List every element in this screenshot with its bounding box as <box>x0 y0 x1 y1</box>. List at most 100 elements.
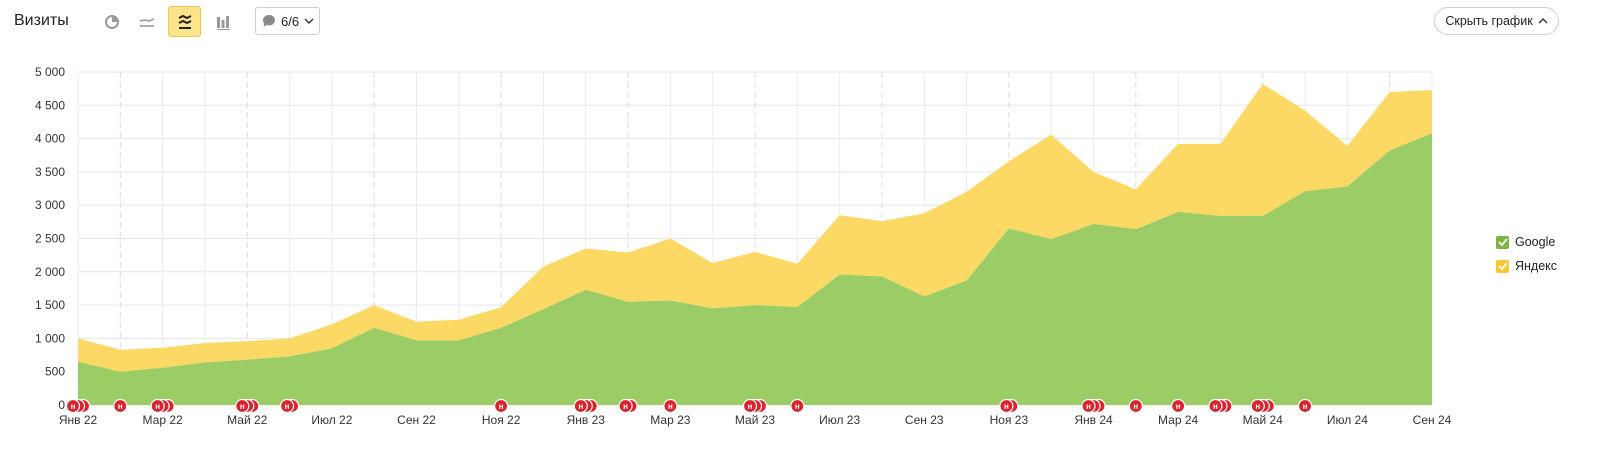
note-marker[interactable]: н <box>1081 398 1106 414</box>
note-marker-label: н <box>118 402 123 411</box>
note-marker-label: н <box>623 402 628 411</box>
x-tick-label: Янв 22 <box>59 413 98 427</box>
note-marker-icon <box>65 398 81 414</box>
note-marker[interactable]: н <box>999 398 1019 414</box>
note-marker[interactable]: н <box>663 398 678 414</box>
note-marker[interactable]: н <box>1171 398 1186 414</box>
x-tick-label: Июл 23 <box>819 413 860 427</box>
note-marker-label: н <box>1133 402 1138 411</box>
line-chart-button[interactable] <box>130 6 163 37</box>
y-tick-label: 3 000 <box>35 198 65 212</box>
stacked-area-icon <box>178 14 191 29</box>
x-tick-label: Июл 24 <box>1327 413 1368 427</box>
chart-toolbar: Визиты 6/6 <box>0 0 1598 44</box>
y-tick-label: 500 <box>45 365 65 379</box>
checkbox-icon <box>1496 235 1509 249</box>
y-tick-label: 5 000 <box>35 65 65 79</box>
comment-icon <box>263 15 275 27</box>
note-marker-icon <box>494 398 509 414</box>
hide-chart-label: Скрыть график <box>1445 14 1533 28</box>
note-marker-icon <box>1297 398 1313 414</box>
note-marker[interactable]: н <box>1297 398 1313 414</box>
note-marker-label: н <box>240 402 245 411</box>
note-marker[interactable]: н <box>618 398 638 414</box>
y-tick-label: 1 500 <box>35 298 65 312</box>
legend-label-yandex: Яндекс <box>1515 259 1558 273</box>
x-tick-label: Мар 22 <box>143 413 183 427</box>
series-area-google <box>78 133 1432 405</box>
line-chart-icon <box>139 17 154 27</box>
note-marker[interactable]: н <box>235 398 260 414</box>
chevron-down-icon <box>304 18 314 24</box>
x-tick-label: Ноя 23 <box>990 413 1029 427</box>
stacked-area-button[interactable] <box>168 6 201 37</box>
notes-filter-button[interactable]: 6/6 <box>255 7 320 35</box>
x-tick-label: Мар 23 <box>650 413 690 427</box>
note-marker-icon <box>1081 398 1096 414</box>
note-marker-icon <box>790 398 805 414</box>
legend-label-google: Google <box>1515 235 1556 249</box>
note-marker-icon <box>1171 398 1186 414</box>
note-marker-icon <box>1250 398 1265 414</box>
note-marker[interactable]: н <box>113 398 128 414</box>
note-marker-icon <box>1128 398 1143 414</box>
note-marker[interactable]: н <box>790 398 805 414</box>
note-marker-icon <box>573 398 588 414</box>
bar-chart-icon <box>216 15 230 30</box>
note-marker-label: н <box>1255 402 1260 411</box>
note-marker[interactable]: н <box>65 398 91 414</box>
note-marker-icon <box>618 398 633 414</box>
note-marker[interactable]: н <box>494 398 509 414</box>
note-marker-icon <box>113 398 128 414</box>
note-marker-label: н <box>1176 402 1181 411</box>
x-tick-label: Ноя 22 <box>482 413 521 427</box>
note-marker-label: н <box>795 402 800 411</box>
x-tick-label: Сен 23 <box>905 413 944 427</box>
bar-chart-button[interactable] <box>207 6 240 37</box>
legend-item-yandex[interactable]: Яндекс <box>1496 254 1557 278</box>
y-tick-label: 3 500 <box>35 165 65 179</box>
note-marker-label: н <box>155 402 160 411</box>
x-tick-label: Май 22 <box>227 413 268 427</box>
pie-chart-button[interactable] <box>95 6 128 37</box>
note-marker-label: н <box>499 402 504 411</box>
note-marker[interactable]: н <box>573 398 598 414</box>
note-marker[interactable]: н <box>279 398 300 414</box>
note-marker[interactable]: н <box>1128 398 1143 414</box>
y-tick-label: 1 000 <box>35 331 65 345</box>
y-tick-label: 0 <box>58 398 65 412</box>
note-marker-icon <box>999 398 1014 414</box>
chart-legend: Google Яндекс <box>1496 230 1557 278</box>
x-tick-label: Сен 24 <box>1413 413 1452 427</box>
note-marker-label: н <box>578 402 583 411</box>
x-tick-label: Мар 24 <box>1158 413 1198 427</box>
y-tick-label: 4 000 <box>35 132 65 146</box>
chevron-up-icon <box>1538 18 1548 24</box>
x-tick-label: Сен 22 <box>397 413 436 427</box>
y-tick-label: 4 500 <box>35 98 65 112</box>
notes-count: 6/6 <box>281 13 300 29</box>
series-area-yandex <box>78 83 1432 372</box>
note-marker-label: н <box>1303 402 1308 411</box>
note-marker[interactable]: н <box>150 398 175 414</box>
hide-chart-button[interactable]: Скрыть график <box>1434 7 1559 35</box>
note-marker[interactable]: н <box>1250 398 1275 414</box>
note-marker[interactable]: н <box>742 398 768 414</box>
checkbox-icon <box>1496 259 1509 273</box>
y-tick-label: 2 500 <box>35 232 65 246</box>
stacked-area-chart: 0 500 1 000 1 500 2 000 2 500 3 000 3 500 4 000 4… <box>35 65 1452 427</box>
x-tick-label: Янв 23 <box>567 413 606 427</box>
note-marker-icon <box>279 398 295 414</box>
legend-item-google[interactable]: Google <box>1496 230 1557 254</box>
chart-title: Визиты <box>14 12 69 29</box>
note-marker-icon <box>742 398 758 414</box>
note-marker[interactable]: н <box>1208 398 1233 414</box>
x-tick-label: Янв 24 <box>1074 413 1113 427</box>
note-marker-label: н <box>285 402 290 411</box>
x-tick-label: Май 23 <box>735 413 776 427</box>
note-marker-label: н <box>668 402 673 411</box>
y-tick-label: 2 000 <box>35 265 65 279</box>
note-marker-icon <box>150 398 165 414</box>
note-marker-icon <box>1208 398 1223 414</box>
note-marker-label: н <box>71 402 76 411</box>
